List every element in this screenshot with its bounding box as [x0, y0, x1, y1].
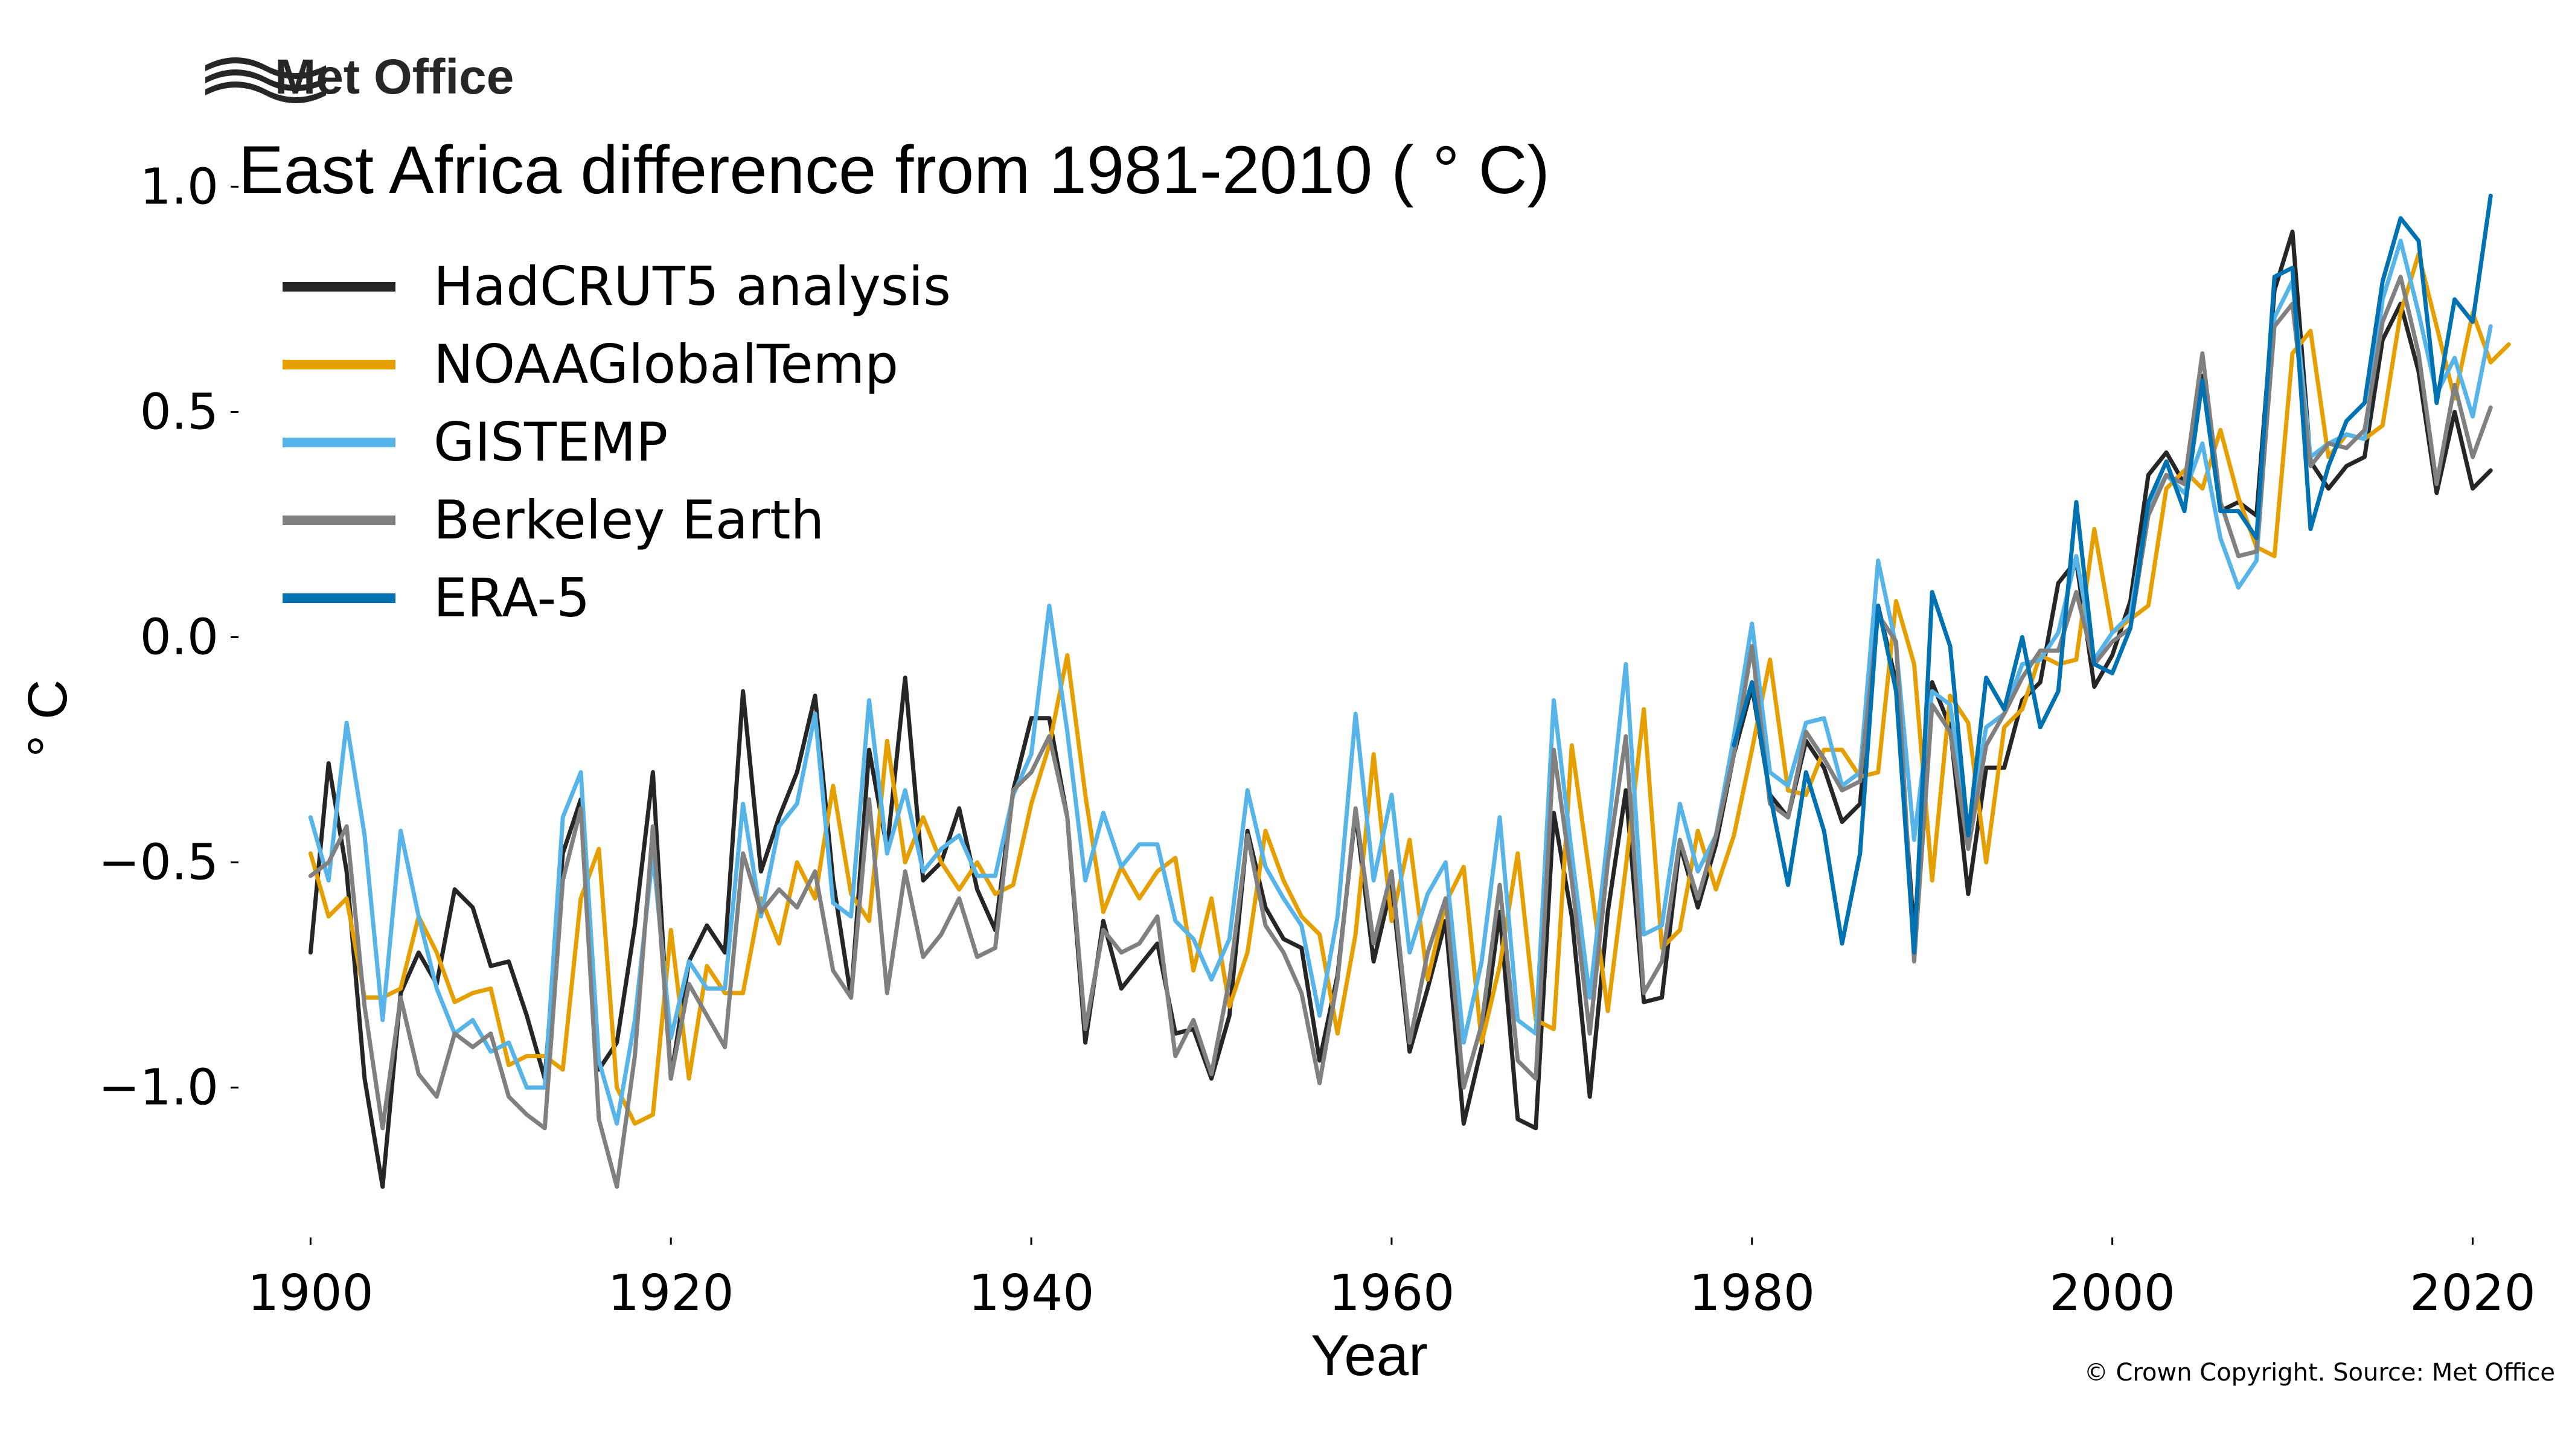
series-line-noaaglobaltemp: [308, 252, 2511, 1126]
logo-text: Met Office: [275, 49, 514, 104]
x-axis-label: Year: [1311, 1323, 1428, 1388]
series-line-era-5: [1732, 193, 2493, 955]
met-office-logo: Met Office: [205, 49, 514, 104]
y-tick-label: 0.0: [140, 609, 219, 666]
legend-label: ERA-5: [433, 567, 590, 629]
x-axis: 1900 1920 1940 1960 1980 2000 2020: [248, 1237, 2536, 1322]
x-tick-label: 1940: [968, 1265, 1095, 1322]
x-tick-label: 1920: [608, 1265, 734, 1322]
legend-label: HadCRUT5 analysis: [433, 255, 951, 318]
x-tick-label: 1960: [1329, 1265, 1455, 1322]
legend-label: Berkeley Earth: [433, 489, 824, 551]
legend: HadCRUT5 analysis NOAAGlobalTemp GISTEMP Be…: [283, 255, 951, 629]
legend-label: GISTEMP: [433, 411, 668, 473]
x-tick-label: 1980: [1689, 1265, 1815, 1322]
series-lines: [308, 193, 2511, 1189]
x-tick-label: 2020: [2410, 1265, 2536, 1322]
y-axis-label: ° C: [17, 680, 78, 758]
chart-title: East Africa difference from 1981-2010 ( …: [238, 132, 1550, 208]
met-office-waves-icon: [205, 57, 326, 103]
y-axis: 1.0 0.5 0.0 −0.5 −1.0: [98, 158, 238, 1117]
legend-label: NOAAGlobalTemp: [433, 333, 898, 395]
x-tick-label: 1900: [248, 1265, 374, 1322]
y-tick-label: −1.0: [98, 1059, 219, 1117]
y-tick-label: 0.5: [140, 383, 219, 441]
copyright-text: © Crown Copyright. Source: Met Office: [2084, 1359, 2555, 1387]
y-tick-label: 1.0: [140, 158, 219, 216]
series-line-gistemp: [308, 238, 2493, 1126]
x-tick-label: 2000: [2049, 1265, 2175, 1322]
y-tick-label: −0.5: [98, 834, 219, 892]
